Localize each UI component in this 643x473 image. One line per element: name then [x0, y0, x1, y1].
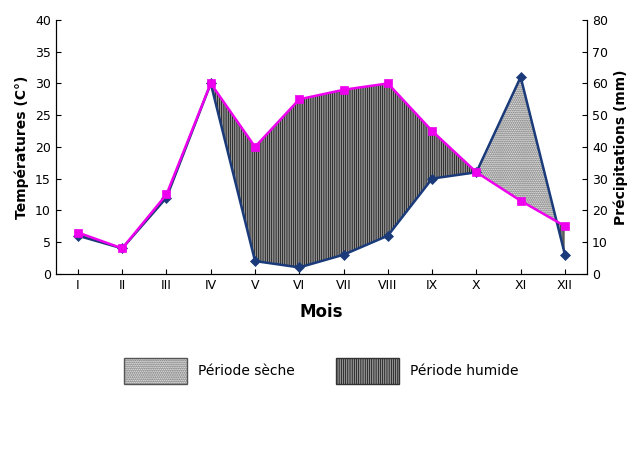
Y-axis label: Précipitations (mm): Précipitations (mm): [613, 69, 628, 225]
Y-axis label: Températures (C°): Températures (C°): [15, 75, 30, 219]
X-axis label: Mois: Mois: [300, 303, 343, 321]
Legend: Période sèche, Période humide: Période sèche, Période humide: [124, 358, 518, 384]
